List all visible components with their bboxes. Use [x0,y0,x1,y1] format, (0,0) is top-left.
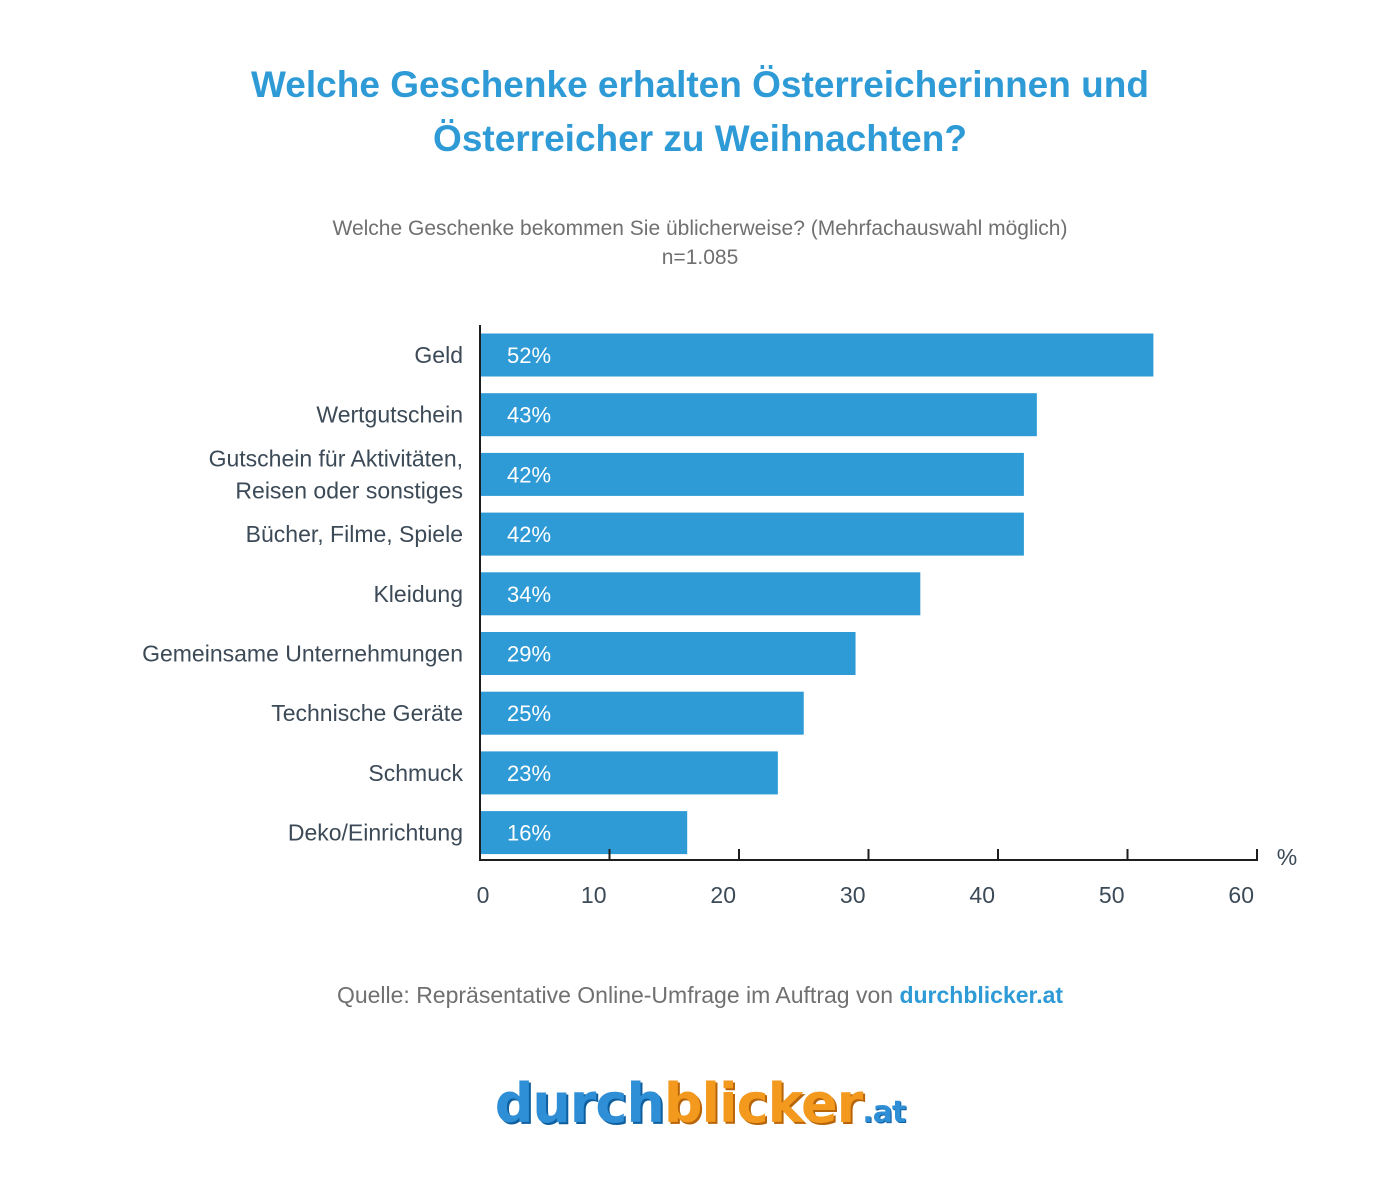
chart-title-line2: Österreicher zu Weihnachten? [433,118,967,159]
bar-data-label-6: 25% [507,701,551,726]
x-tick-label-0: 0 [477,882,490,908]
bar-7 [480,751,778,795]
bar-3 [480,512,1024,556]
bar-1 [480,393,1037,437]
x-tick-label-4: 40 [969,882,995,908]
subtitle-question: Welche Geschenke bekommen Sie üblicherwe… [332,217,1068,240]
bar-data-label-5: 29% [507,642,551,667]
category-label-2-line-1: Reisen oder sonstiges [235,477,463,503]
category-label-3: Bücher, Filme, Spiele [246,521,463,547]
category-label-3-line-0: Bücher, Filme, Spiele [246,521,463,547]
source-link[interactable]: durchblicker.at [899,982,1064,1008]
x-axis-unit-label: % [1277,844,1297,870]
category-label-1: Wertgutschein [316,402,463,428]
category-label-2-line-0: Gutschein für Aktivitäten, [209,445,463,471]
category-label-4: Kleidung [373,581,463,607]
chart-title-line1: Welche Geschenke erhalten Österreicherin… [251,64,1149,105]
bar-0 [480,333,1154,377]
x-tick-label-3: 30 [840,882,866,908]
bar-data-label-1: 43% [507,403,551,428]
bar-data-label-0: 52% [507,343,551,368]
logo-part-blicker: blicker [663,1072,863,1135]
durchblicker-logo: durchblicker.at [0,1072,1400,1135]
x-tick-label-5: 50 [1099,882,1125,908]
category-label-6: Technische Geräte [271,700,463,726]
x-tick-label-6: 60 [1228,882,1254,908]
category-label-6-line-0: Technische Geräte [271,700,463,726]
chart-title: Welche Geschenke erhalten Österreicherin… [0,58,1400,166]
bar-8 [480,811,688,855]
category-label-7-line-0: Schmuck [368,760,463,786]
subtitle-sample-size: n=1.085 [661,246,739,269]
source-text: Quelle: Repräsentative Online-Umfrage im… [336,982,894,1008]
bar-5 [480,632,856,675]
category-label-5-line-0: Gemeinsame Unternehmungen [142,641,463,667]
logo-part-durch: durch [494,1072,665,1135]
logo-part-at: .at [862,1095,906,1130]
chart-subtitle: Welche Geschenke bekommen Sie üblicherwe… [0,214,1400,272]
category-label-1-line-0: Wertgutschein [316,402,463,428]
category-label-8: Deko/Einrichtung [288,820,463,846]
category-label-5: Gemeinsame Unternehmungen [142,641,463,667]
category-label-0-line-0: Geld [414,342,463,368]
bar-data-label-8: 16% [507,821,551,846]
category-label-4-line-0: Kleidung [373,581,463,607]
category-label-7: Schmuck [368,760,463,786]
bar-4 [480,572,921,616]
bar-data-label-4: 34% [507,582,551,607]
bar-data-label-2: 42% [507,462,551,487]
category-label-0: Geld [414,342,463,368]
bar-2 [480,452,1024,496]
source-note: Quelle: Repräsentative Online-Umfrage im… [0,982,1400,1009]
bar-data-label-3: 42% [507,522,551,547]
category-label-2: Gutschein für Aktivitäten, Reisen oder so… [209,445,463,503]
category-label-8-line-0: Deko/Einrichtung [288,820,463,846]
x-tick-label-2: 20 [710,882,736,908]
bar-data-label-7: 23% [507,761,551,786]
bar-6 [480,691,804,735]
bar-chart: 52% Geld 43% Wertgutschein 42% Gutschein für … [142,325,1297,908]
x-tick-label-1: 10 [581,882,607,908]
